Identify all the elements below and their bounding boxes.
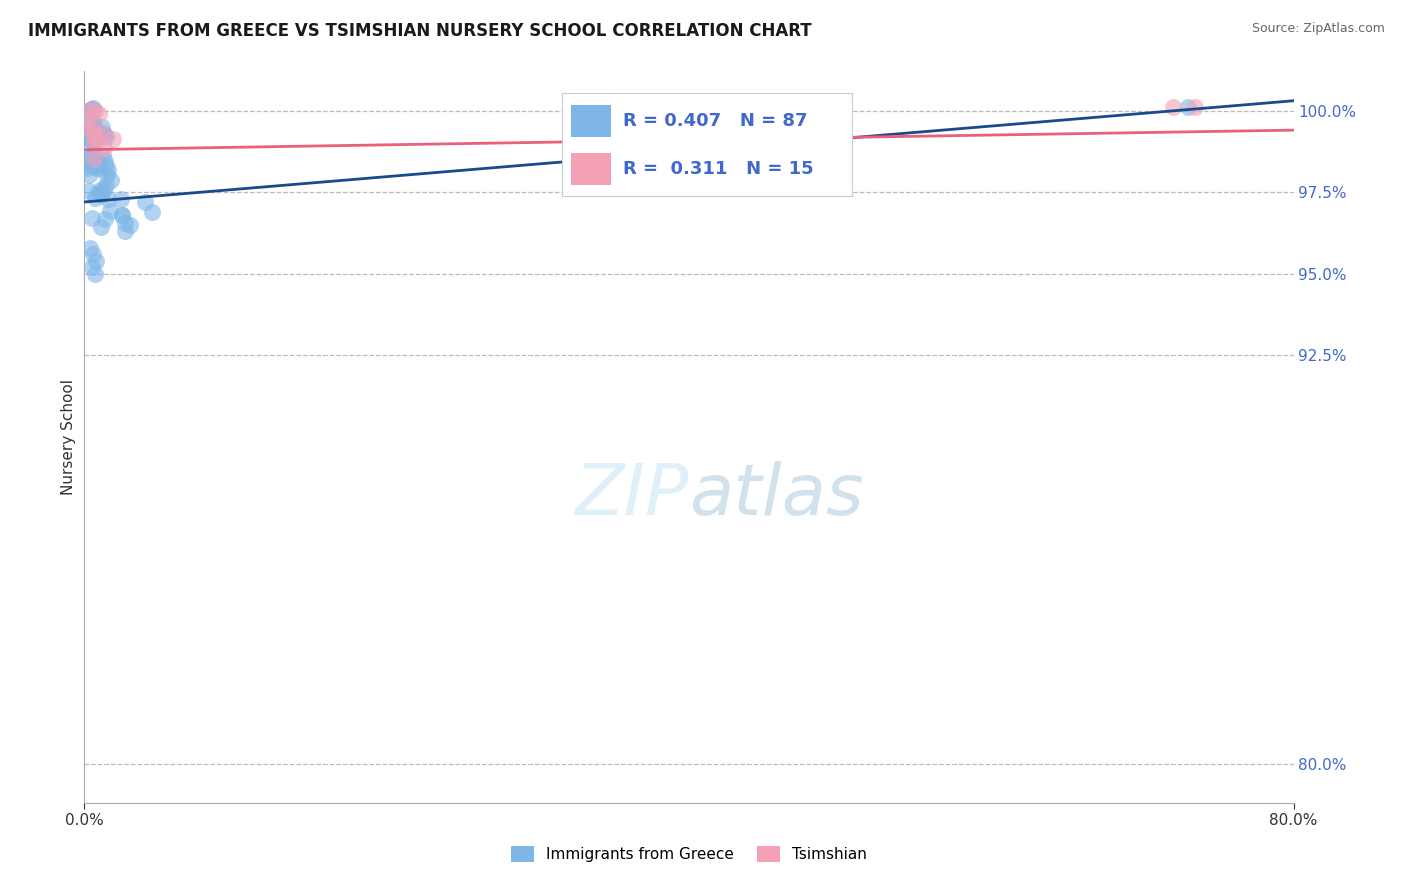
Point	[82, 136, 104, 150]
Point	[90, 219, 112, 234]
Point	[93, 181, 115, 195]
Point	[76, 119, 98, 133]
Point	[82, 159, 104, 173]
Point	[79, 241, 101, 255]
Point	[80, 157, 103, 171]
Point	[76, 158, 98, 172]
Point	[114, 216, 136, 230]
Point	[96, 178, 118, 192]
Point	[76, 161, 98, 175]
Point	[141, 204, 163, 219]
Point	[75, 128, 97, 142]
Point	[83, 129, 105, 144]
Text: IMMIGRANTS FROM GREECE VS TSIMSHIAN NURSERY SCHOOL CORRELATION CHART: IMMIGRANTS FROM GREECE VS TSIMSHIAN NURS…	[28, 22, 811, 40]
Point	[76, 111, 98, 125]
Point	[82, 102, 104, 116]
Point	[77, 115, 100, 129]
Point	[87, 162, 110, 177]
Point	[86, 160, 108, 174]
Point	[77, 124, 100, 138]
Point	[79, 107, 101, 121]
Point	[79, 131, 101, 145]
Point	[83, 147, 105, 161]
Point	[94, 129, 117, 144]
Point	[76, 120, 98, 134]
Point	[93, 141, 115, 155]
Point	[91, 186, 114, 200]
Point	[94, 128, 117, 142]
Point	[83, 128, 105, 143]
Point	[83, 136, 105, 150]
Point	[100, 173, 122, 187]
Point	[89, 183, 111, 197]
Point	[77, 116, 100, 130]
Point	[76, 132, 98, 146]
Point	[84, 127, 107, 141]
Point	[75, 106, 97, 120]
Point	[89, 156, 111, 170]
Point	[77, 168, 100, 182]
Point	[1161, 100, 1184, 114]
Point	[82, 247, 104, 261]
Point	[76, 113, 98, 128]
Point	[83, 153, 105, 167]
Point	[110, 208, 132, 222]
Point	[118, 218, 141, 232]
Point	[82, 116, 104, 130]
Point	[79, 103, 101, 118]
Point	[80, 113, 103, 128]
Point	[94, 153, 117, 168]
Point	[76, 129, 98, 144]
Point	[84, 191, 107, 205]
Point	[80, 260, 103, 275]
Point	[77, 149, 100, 163]
Point	[94, 211, 117, 226]
Point	[87, 107, 110, 121]
Point	[80, 112, 103, 126]
Point	[79, 103, 101, 117]
Point	[77, 117, 100, 131]
Point	[90, 188, 112, 202]
Point	[110, 192, 132, 206]
Y-axis label: Nursery School: Nursery School	[60, 379, 76, 495]
Point	[86, 253, 108, 268]
Point	[76, 131, 98, 145]
Text: ZIP: ZIP	[575, 461, 689, 530]
Point	[83, 103, 105, 118]
Point	[82, 122, 104, 136]
Point	[91, 120, 114, 135]
Point	[1177, 100, 1199, 114]
Text: Source: ZipAtlas.com: Source: ZipAtlas.com	[1251, 22, 1385, 36]
Point	[80, 102, 103, 116]
Point	[96, 159, 118, 173]
Point	[91, 126, 114, 140]
Point	[86, 187, 108, 202]
Point	[79, 185, 101, 199]
Point	[76, 128, 98, 143]
Point	[97, 162, 120, 177]
Point	[98, 204, 121, 219]
Legend: Immigrants from Greece, Tsimshian: Immigrants from Greece, Tsimshian	[505, 840, 873, 868]
Point	[80, 148, 103, 162]
Point	[80, 211, 103, 226]
Point	[103, 132, 125, 146]
Text: atlas: atlas	[689, 461, 863, 530]
Point	[93, 126, 115, 140]
Point	[111, 208, 134, 222]
Point	[87, 134, 110, 148]
Point	[80, 132, 103, 146]
Point	[87, 155, 110, 169]
Point	[76, 112, 98, 126]
Point	[79, 127, 101, 141]
Point	[84, 130, 107, 145]
Point	[134, 194, 156, 209]
Point	[76, 122, 98, 136]
Point	[96, 168, 118, 182]
Point	[1184, 100, 1206, 114]
Point	[84, 123, 107, 137]
Point	[97, 192, 120, 206]
Point	[91, 148, 114, 162]
Point	[114, 224, 136, 238]
Point	[84, 267, 107, 281]
